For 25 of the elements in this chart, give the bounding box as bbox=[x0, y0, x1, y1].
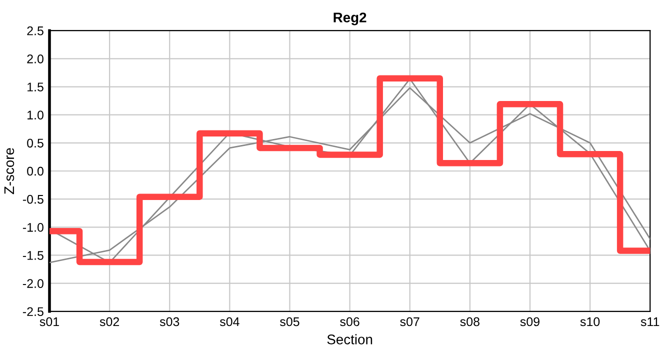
y-tick-label: -1.5 bbox=[22, 251, 44, 260]
y-tick-label: 2.0 bbox=[27, 54, 44, 64]
x-tick-label: s04 bbox=[220, 317, 240, 326]
x-tick-label: s01 bbox=[40, 317, 59, 326]
y-tick-label: -0.5 bbox=[22, 194, 44, 204]
x-tick-label: s11 bbox=[640, 317, 660, 326]
x-tick-label: s09 bbox=[520, 317, 540, 326]
y-tick-label: -2.5 bbox=[22, 307, 44, 316]
y-tick-label: 0.5 bbox=[27, 138, 44, 148]
x-tick-label: s05 bbox=[280, 317, 300, 326]
y-tick-label: 2.5 bbox=[27, 26, 44, 36]
x-axis-title: Section bbox=[327, 334, 372, 344]
x-tick-label: s03 bbox=[160, 317, 180, 326]
y-tick-label: 1.0 bbox=[28, 110, 44, 120]
x-tick-label: s08 bbox=[460, 317, 480, 326]
x-tick-label: s06 bbox=[340, 317, 360, 326]
y-axis-title: Z-score bbox=[4, 148, 14, 194]
chart-title: Reg2 bbox=[334, 12, 366, 26]
y-tick-label: 1.5 bbox=[28, 82, 44, 92]
x-tick-label: s07 bbox=[400, 317, 420, 326]
y-tick-label: -2.0 bbox=[22, 279, 44, 288]
y-tick-label: -1.0 bbox=[22, 222, 44, 232]
x-tick-label: s02 bbox=[100, 317, 120, 326]
x-tick-label: s10 bbox=[580, 317, 600, 326]
y-tick-label: 0.0 bbox=[27, 166, 44, 176]
